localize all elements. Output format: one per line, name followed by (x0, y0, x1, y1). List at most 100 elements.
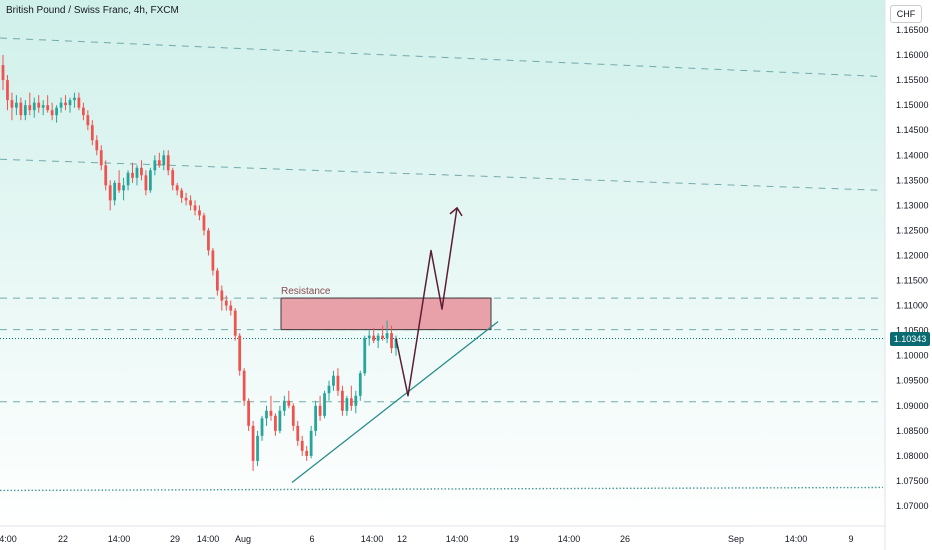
candle-body (82, 107, 85, 116)
time-tick-label: 4:00 (0, 534, 17, 544)
candle-body (198, 210, 201, 216)
price-tick-label: 1.13000 (896, 200, 929, 210)
candle-body (140, 167, 143, 176)
price-tick-label: 1.14000 (896, 150, 929, 160)
candle-body (256, 435, 259, 461)
candle-body (202, 215, 206, 231)
time-tick-label: 14:00 (446, 534, 469, 544)
candle-body (376, 335, 380, 341)
candle-body (363, 338, 367, 374)
price-tick-label: 1.07000 (896, 501, 929, 511)
price-tick-label: 1.11500 (896, 276, 928, 286)
resistance-zone (280, 297, 492, 331)
candle-body (354, 395, 358, 406)
price-tick-label: 1.12000 (896, 250, 929, 260)
candle-body (6, 80, 9, 101)
candle-body (242, 370, 246, 401)
price-axis: 1.16500 1.16000 1.15500 1.15000 1.14500 1.140… (896, 25, 929, 511)
candle-body (211, 250, 215, 271)
candle-body (175, 185, 179, 191)
candle-body (77, 97, 81, 108)
candle-body (59, 102, 63, 108)
candle-body (131, 172, 134, 178)
candle-body (233, 310, 237, 336)
candle-body (144, 175, 148, 191)
candle-body (135, 167, 139, 178)
candle-body (108, 185, 112, 201)
price-tick-label: 1.12500 (896, 225, 929, 235)
candle-body (220, 290, 224, 301)
plot-background (0, 0, 885, 526)
candle-body (282, 400, 286, 411)
candle-body (305, 450, 309, 456)
candle-body (184, 197, 188, 201)
time-tick-label: 14:00 (361, 534, 384, 544)
candle-body (394, 338, 398, 349)
channel-line (0, 158, 884, 191)
candle-body (19, 102, 23, 116)
time-tick-label: 29 (170, 534, 180, 544)
price-tick-label: 1.08500 (896, 426, 929, 436)
candle-body (238, 335, 242, 371)
candle-body (86, 115, 90, 126)
price-tick-label: 1.08000 (896, 451, 929, 461)
last-price-tag: 1.10343 (890, 332, 930, 346)
time-tick-label: 26 (620, 534, 630, 544)
candle-body (265, 410, 268, 419)
price-tick-label: 1.10500 (896, 326, 929, 336)
candle-body (117, 182, 121, 191)
candle-body (309, 430, 313, 456)
candle-body (15, 102, 18, 108)
time-tick-label: Sep (728, 534, 744, 544)
candle-body (28, 105, 32, 111)
candle-body (10, 100, 14, 108)
candle-body (153, 160, 157, 171)
candle-body (215, 270, 219, 291)
candle-body (23, 105, 27, 116)
time-tick-label: 19 (509, 534, 519, 544)
time-axis-background (0, 526, 885, 550)
candle-body (327, 385, 331, 394)
candle-body (287, 400, 291, 406)
candle-body (390, 333, 393, 349)
candle-body (95, 140, 99, 151)
candle-body (46, 105, 50, 111)
price-tick-label: 1.16000 (896, 50, 929, 60)
candle-body (1, 65, 5, 81)
candle-body (224, 300, 228, 306)
price-tick-label: 1.13500 (896, 175, 929, 185)
candle-body (318, 405, 322, 416)
candle-body (55, 107, 58, 116)
candle-body (323, 393, 326, 416)
candle-body (300, 440, 304, 451)
time-tick-label: 14:00 (558, 534, 581, 544)
candle-body (171, 170, 175, 186)
candle-body (341, 390, 344, 411)
candle-body (358, 373, 362, 396)
price-tick-label: 1.16500 (896, 25, 929, 35)
candle-body (99, 150, 103, 166)
channel-line (0, 486, 884, 492)
candle-body (193, 205, 197, 211)
candle-body (296, 425, 300, 441)
price-axis-background (885, 0, 932, 550)
currency-button[interactable]: CHF (890, 5, 922, 23)
candle-body (278, 410, 282, 431)
drawing-layer: Resistance (0, 37, 885, 492)
candle-body (166, 155, 170, 171)
candle-body (372, 335, 376, 341)
channel-line (0, 37, 884, 78)
candle-body (385, 333, 389, 339)
candles-layer (1, 55, 398, 471)
price-tick-label: 1.09000 (896, 401, 929, 411)
price-tick-label: 1.11000 (896, 301, 928, 311)
candle-body (32, 102, 36, 111)
symbol-title: British Pound / Swiss Franc, 4h, FXCM (6, 5, 179, 16)
time-tick-label: Aug (235, 534, 251, 544)
price-tick-label: 1.14500 (896, 125, 929, 135)
projection-path (395, 207, 458, 397)
candle-body (157, 160, 161, 166)
time-tick-label: 9 (848, 534, 853, 544)
